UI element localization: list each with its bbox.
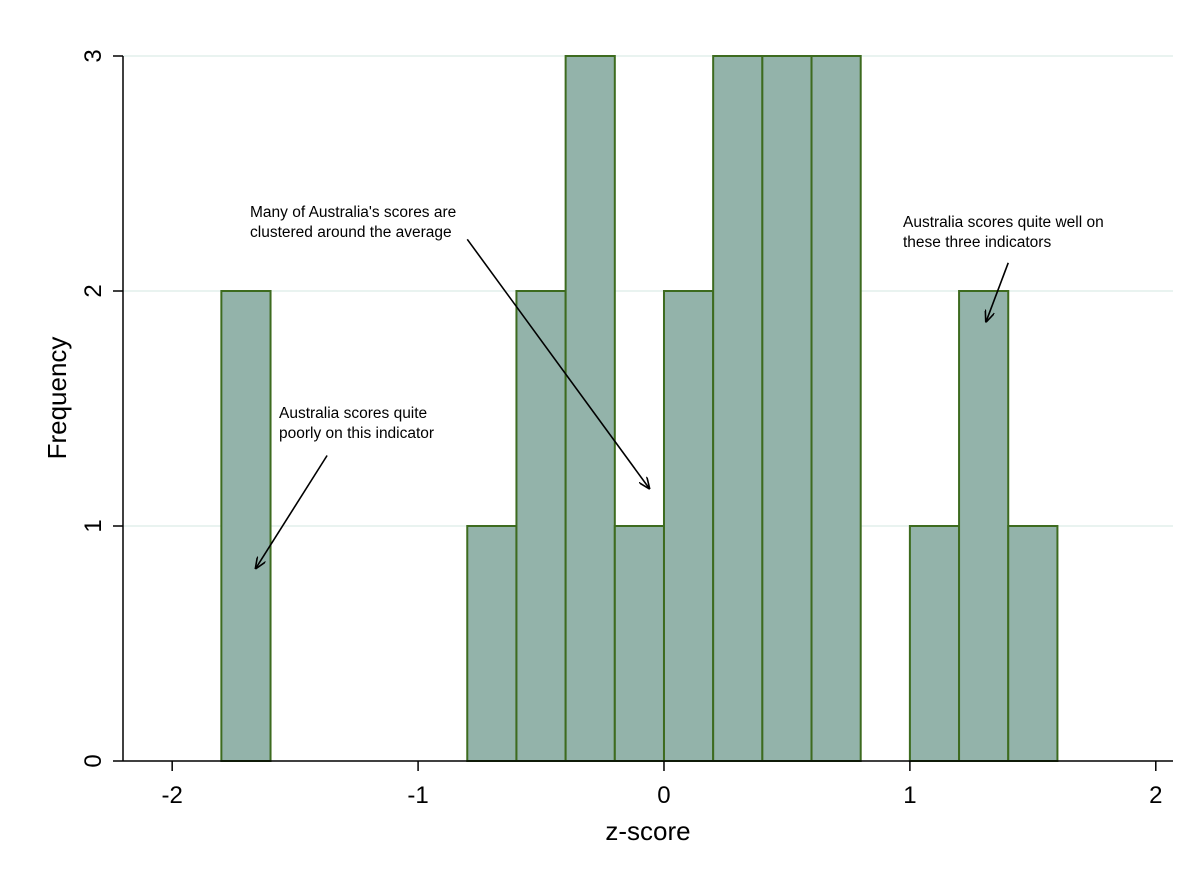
histogram-bar [466, 525, 518, 762]
annotation-arrow [466, 238, 649, 488]
histogram-bar [761, 55, 813, 762]
y-tick-label: 2 [80, 284, 107, 297]
annotation-line: these three indicators [903, 234, 1051, 251]
annotation-arrow [256, 455, 328, 569]
x-tick-label: -2 [162, 782, 183, 809]
axes: -2 -1 0 1 2 0 1 2 3 [80, 49, 1173, 809]
histogram-bar [220, 290, 272, 762]
histogram-bar [712, 55, 764, 762]
histogram-bar [908, 525, 961, 762]
histogram-bar [958, 290, 1010, 762]
histogram-bar [613, 525, 665, 762]
annotation-line: poorly on this indicator [279, 425, 434, 442]
x-axis-title: z-score [605, 816, 690, 846]
x-tick-label: -1 [407, 782, 428, 809]
y-tick-label: 1 [80, 519, 107, 532]
x-tick-label: 0 [657, 782, 670, 809]
histogram-bar [662, 290, 715, 762]
y-axis-title: Frequency [42, 337, 72, 460]
histogram-bar [1007, 525, 1059, 762]
annotations: Australia scores quite poorly on this ind… [250, 204, 1104, 568]
annotation-text: Australia scores quite poorly on this ind… [279, 405, 434, 442]
annotation-text: Many of Australia's scores are clustered … [250, 204, 456, 241]
x-tick-label: 2 [1149, 782, 1162, 809]
histogram-bar [515, 290, 567, 762]
annotation-line: Many of Australia's scores are [250, 204, 456, 221]
gridlines [123, 55, 1173, 527]
histogram-bar [810, 55, 862, 762]
annotation-line: clustered around the average [250, 224, 452, 241]
y-tick-label: 3 [80, 49, 107, 62]
x-tick-label: 1 [903, 782, 916, 809]
y-tick-label: 0 [80, 754, 107, 767]
annotation-text: Australia scores quite well on these thre… [903, 214, 1104, 251]
annotation-line: Australia scores quite [279, 405, 427, 422]
annotation-line: Australia scores quite well on [903, 214, 1104, 231]
annotation-arrow [986, 262, 1009, 322]
